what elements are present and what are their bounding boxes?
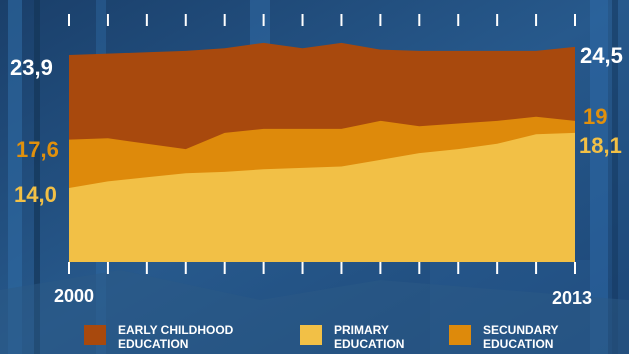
legend-label-early-line1: EARLY CHILDHOOD bbox=[118, 323, 234, 337]
start-label-primary: 14,0 bbox=[14, 182, 57, 207]
legend-label-early-line2: EDUCATION bbox=[118, 337, 189, 351]
legend-label-primary-line1: PRIMARY bbox=[334, 323, 389, 337]
legend-swatch-secundary bbox=[449, 325, 471, 345]
x-tick-label-end: 2013 bbox=[552, 288, 593, 308]
legend-swatch-early bbox=[84, 325, 106, 345]
legend-label-secundary-line1: SECUNDARY bbox=[483, 323, 559, 337]
area-series-primary bbox=[69, 132, 575, 262]
start-label-secundary: 17,6 bbox=[16, 137, 59, 162]
x-tick-label-start: 2000 bbox=[54, 286, 95, 306]
legend-swatch-primary bbox=[300, 325, 322, 345]
legend-label-primary: PRIMARY EDUCATION bbox=[334, 323, 474, 351]
end-label-early: 24,5 bbox=[580, 43, 623, 68]
start-label-early: 23,9 bbox=[10, 55, 53, 80]
legend-label-primary-line2: EDUCATION bbox=[334, 337, 405, 351]
legend-label-secundary: SECUNDARY EDUCATION bbox=[483, 323, 623, 351]
legend-label-early: EARLY CHILDHOOD EDUCATION bbox=[118, 323, 258, 351]
end-label-secundary: 19 bbox=[583, 104, 608, 129]
legend-label-secundary-line2: EDUCATION bbox=[483, 337, 554, 351]
end-label-primary: 18,1 bbox=[579, 133, 622, 158]
